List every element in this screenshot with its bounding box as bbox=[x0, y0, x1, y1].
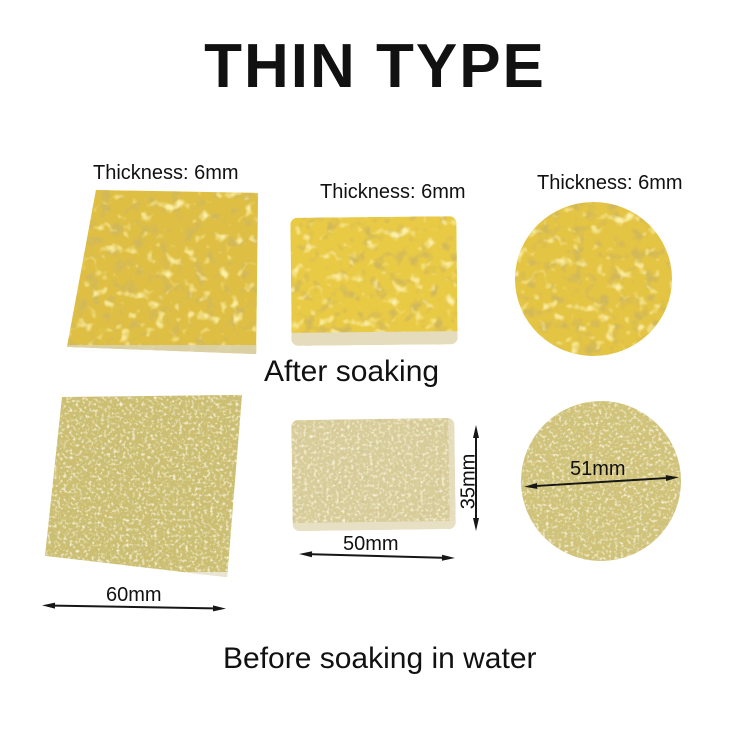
dimension-arrow-35mm bbox=[471, 425, 481, 531]
arrow-line bbox=[475, 438, 477, 518]
arrowhead-left-icon bbox=[523, 482, 538, 490]
sponge-side-edge bbox=[45, 572, 243, 578]
sponge-highlights-overlay bbox=[290, 216, 458, 346]
sponge-square-before bbox=[45, 394, 243, 578]
sponge-texture bbox=[291, 417, 456, 532]
arrowhead-right-icon bbox=[212, 605, 227, 612]
sponge-side-edge bbox=[291, 331, 458, 346]
sponge-shade-overlay bbox=[45, 394, 243, 578]
thickness-label-rectangle: Thickness: 6mm bbox=[320, 181, 466, 203]
dimension-arrow-50mm bbox=[298, 549, 456, 563]
arrowhead-right-icon bbox=[441, 554, 456, 562]
sponge-side-edge bbox=[292, 520, 456, 532]
page-title: THIN TYPE bbox=[204, 32, 546, 101]
before-soaking-caption: Before soaking in water bbox=[223, 642, 537, 675]
sponge-texture bbox=[66, 189, 259, 354]
sponge-highlights-overlay bbox=[515, 202, 672, 356]
dimension-label-51mm: 51mm bbox=[570, 458, 626, 480]
sponge-texture bbox=[515, 202, 672, 356]
dimension-label-60mm: 60mm bbox=[106, 584, 162, 606]
arrowhead-left-icon bbox=[41, 602, 56, 609]
thickness-label-square: Thickness: 6mm bbox=[93, 162, 239, 184]
sponge-circle-after bbox=[515, 202, 672, 356]
sponge-shade-overlay bbox=[291, 417, 456, 532]
arrowhead-down-icon bbox=[473, 518, 479, 531]
sponge-side-edge-right bbox=[448, 417, 456, 529]
arrow-line bbox=[54, 604, 214, 610]
after-soaking-caption: After soaking bbox=[264, 355, 440, 388]
sponge-side-edge bbox=[66, 345, 259, 354]
dimension-label-50mm: 50mm bbox=[343, 533, 399, 555]
dimension-arrow-60mm bbox=[41, 600, 227, 613]
arrowhead-left-icon bbox=[298, 550, 313, 558]
sponge-rectangle-after bbox=[290, 216, 458, 346]
sponge-texture bbox=[45, 394, 243, 578]
arrowhead-right-icon bbox=[665, 474, 680, 482]
sponge-rectangle-before bbox=[291, 417, 456, 532]
arrow-line bbox=[311, 553, 443, 559]
sponge-square-after bbox=[66, 189, 259, 354]
arrowhead-up-icon bbox=[473, 425, 479, 438]
thickness-label-circle: Thickness: 6mm bbox=[537, 172, 683, 194]
sponge-texture bbox=[290, 216, 458, 346]
sponge-highlights-overlay bbox=[66, 189, 259, 354]
